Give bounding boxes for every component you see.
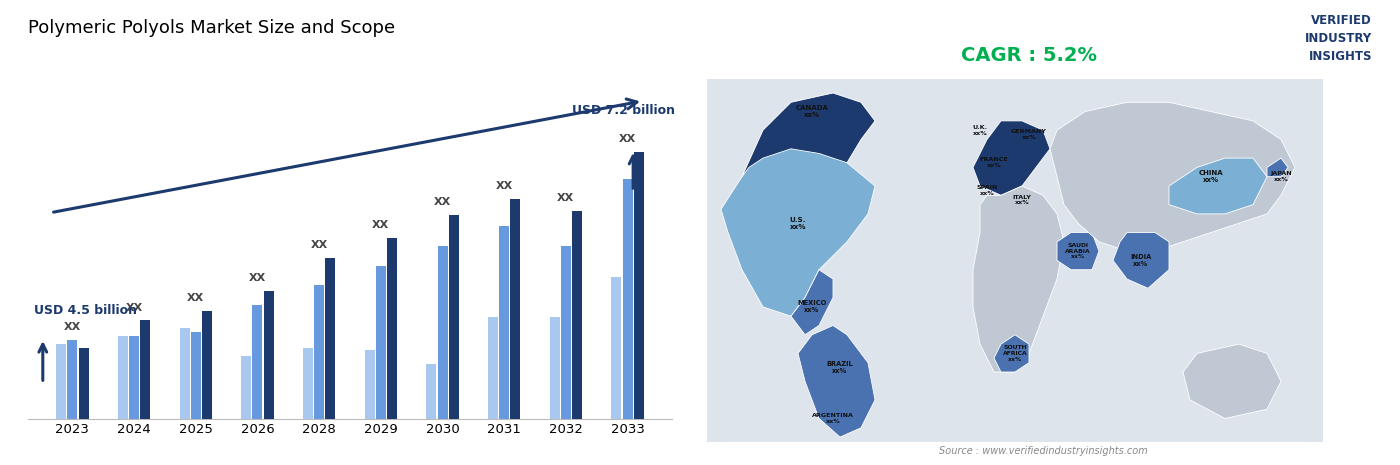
Bar [561, 246, 571, 418]
Text: XX: XX [557, 193, 574, 203]
Text: XX: XX [188, 293, 204, 303]
Bar [140, 320, 150, 418]
Polygon shape [742, 93, 875, 177]
Bar [438, 246, 448, 418]
Text: INDIA
xx%: INDIA xx% [1130, 254, 1152, 267]
Text: USD 4.5 billion: USD 4.5 billion [34, 304, 137, 317]
Text: FRANCE
xx%: FRANCE xx% [980, 157, 1008, 168]
Text: BRAZIL
xx%: BRAZIL xx% [826, 361, 854, 374]
Polygon shape [1113, 232, 1169, 288]
Bar [325, 258, 335, 418]
Text: XX: XX [311, 240, 328, 250]
Text: VERIFIED
INDUSTRY
INSIGHTS: VERIFIED INDUSTRY INSIGHTS [1305, 14, 1372, 63]
Text: XX: XX [126, 303, 143, 312]
Text: SAUDI
ARABIA
xx%: SAUDI ARABIA xx% [1065, 243, 1091, 259]
Polygon shape [721, 93, 875, 316]
Bar [314, 285, 325, 418]
Text: SOUTH
AFRICA
xx%: SOUTH AFRICA xx% [1002, 345, 1028, 362]
Text: XX: XX [372, 220, 389, 230]
Text: MEXICO
xx%: MEXICO xx% [798, 300, 826, 313]
Polygon shape [1183, 344, 1281, 419]
Bar [190, 332, 200, 418]
Text: XX: XX [619, 134, 636, 144]
Bar [500, 226, 510, 418]
Bar [129, 336, 139, 418]
Text: XX: XX [249, 273, 266, 283]
Polygon shape [1267, 158, 1288, 177]
Text: XX: XX [64, 322, 81, 332]
Polygon shape [798, 326, 875, 437]
Text: U.S.
xx%: U.S. xx% [790, 217, 806, 230]
Bar [427, 364, 437, 418]
Bar [612, 277, 622, 418]
Bar [241, 356, 252, 418]
Bar [67, 340, 77, 419]
Bar [707, 79, 1323, 442]
Polygon shape [1050, 102, 1295, 251]
Text: ARGENTINA
xx%: ARGENTINA xx% [812, 413, 854, 424]
Text: CAGR : 5.2%: CAGR : 5.2% [960, 46, 1098, 65]
Text: XX: XX [496, 181, 512, 191]
Bar [375, 266, 386, 418]
Text: Source : www.verifiedindustryinsights.com: Source : www.verifiedindustryinsights.co… [938, 445, 1148, 456]
Text: U.K.
xx%: U.K. xx% [973, 125, 987, 136]
Bar [511, 199, 521, 418]
Bar [302, 348, 314, 418]
Bar [365, 350, 375, 418]
Bar [448, 215, 459, 418]
Text: SPAIN
xx%: SPAIN xx% [976, 185, 998, 196]
Text: JAPAN
xx%: JAPAN xx% [1270, 171, 1292, 182]
Polygon shape [1057, 232, 1099, 270]
Text: CANADA
xx%: CANADA xx% [795, 105, 829, 118]
Text: CHINA
xx%: CHINA xx% [1198, 170, 1224, 183]
Text: Polymeric Polyols Market Size and Scope: Polymeric Polyols Market Size and Scope [28, 19, 395, 37]
Polygon shape [1169, 158, 1267, 214]
Bar [118, 336, 127, 418]
Bar [550, 317, 560, 418]
Bar [252, 305, 262, 418]
Bar [489, 317, 498, 418]
Text: USD 7.2 billion: USD 7.2 billion [573, 104, 675, 117]
Bar [263, 291, 273, 418]
Bar [573, 211, 582, 418]
Bar [386, 238, 398, 418]
Polygon shape [791, 270, 833, 335]
Bar [202, 311, 211, 418]
Polygon shape [994, 335, 1029, 372]
Text: ITALY
xx%: ITALY xx% [1012, 194, 1032, 206]
Text: XX: XX [434, 197, 451, 207]
Bar [78, 348, 88, 418]
Bar [179, 328, 189, 418]
Polygon shape [973, 121, 1050, 195]
Bar [623, 179, 633, 418]
Bar [56, 344, 66, 419]
Bar [634, 152, 644, 418]
Polygon shape [973, 186, 1064, 372]
Text: GERMANY
xx%: GERMANY xx% [1011, 129, 1047, 140]
